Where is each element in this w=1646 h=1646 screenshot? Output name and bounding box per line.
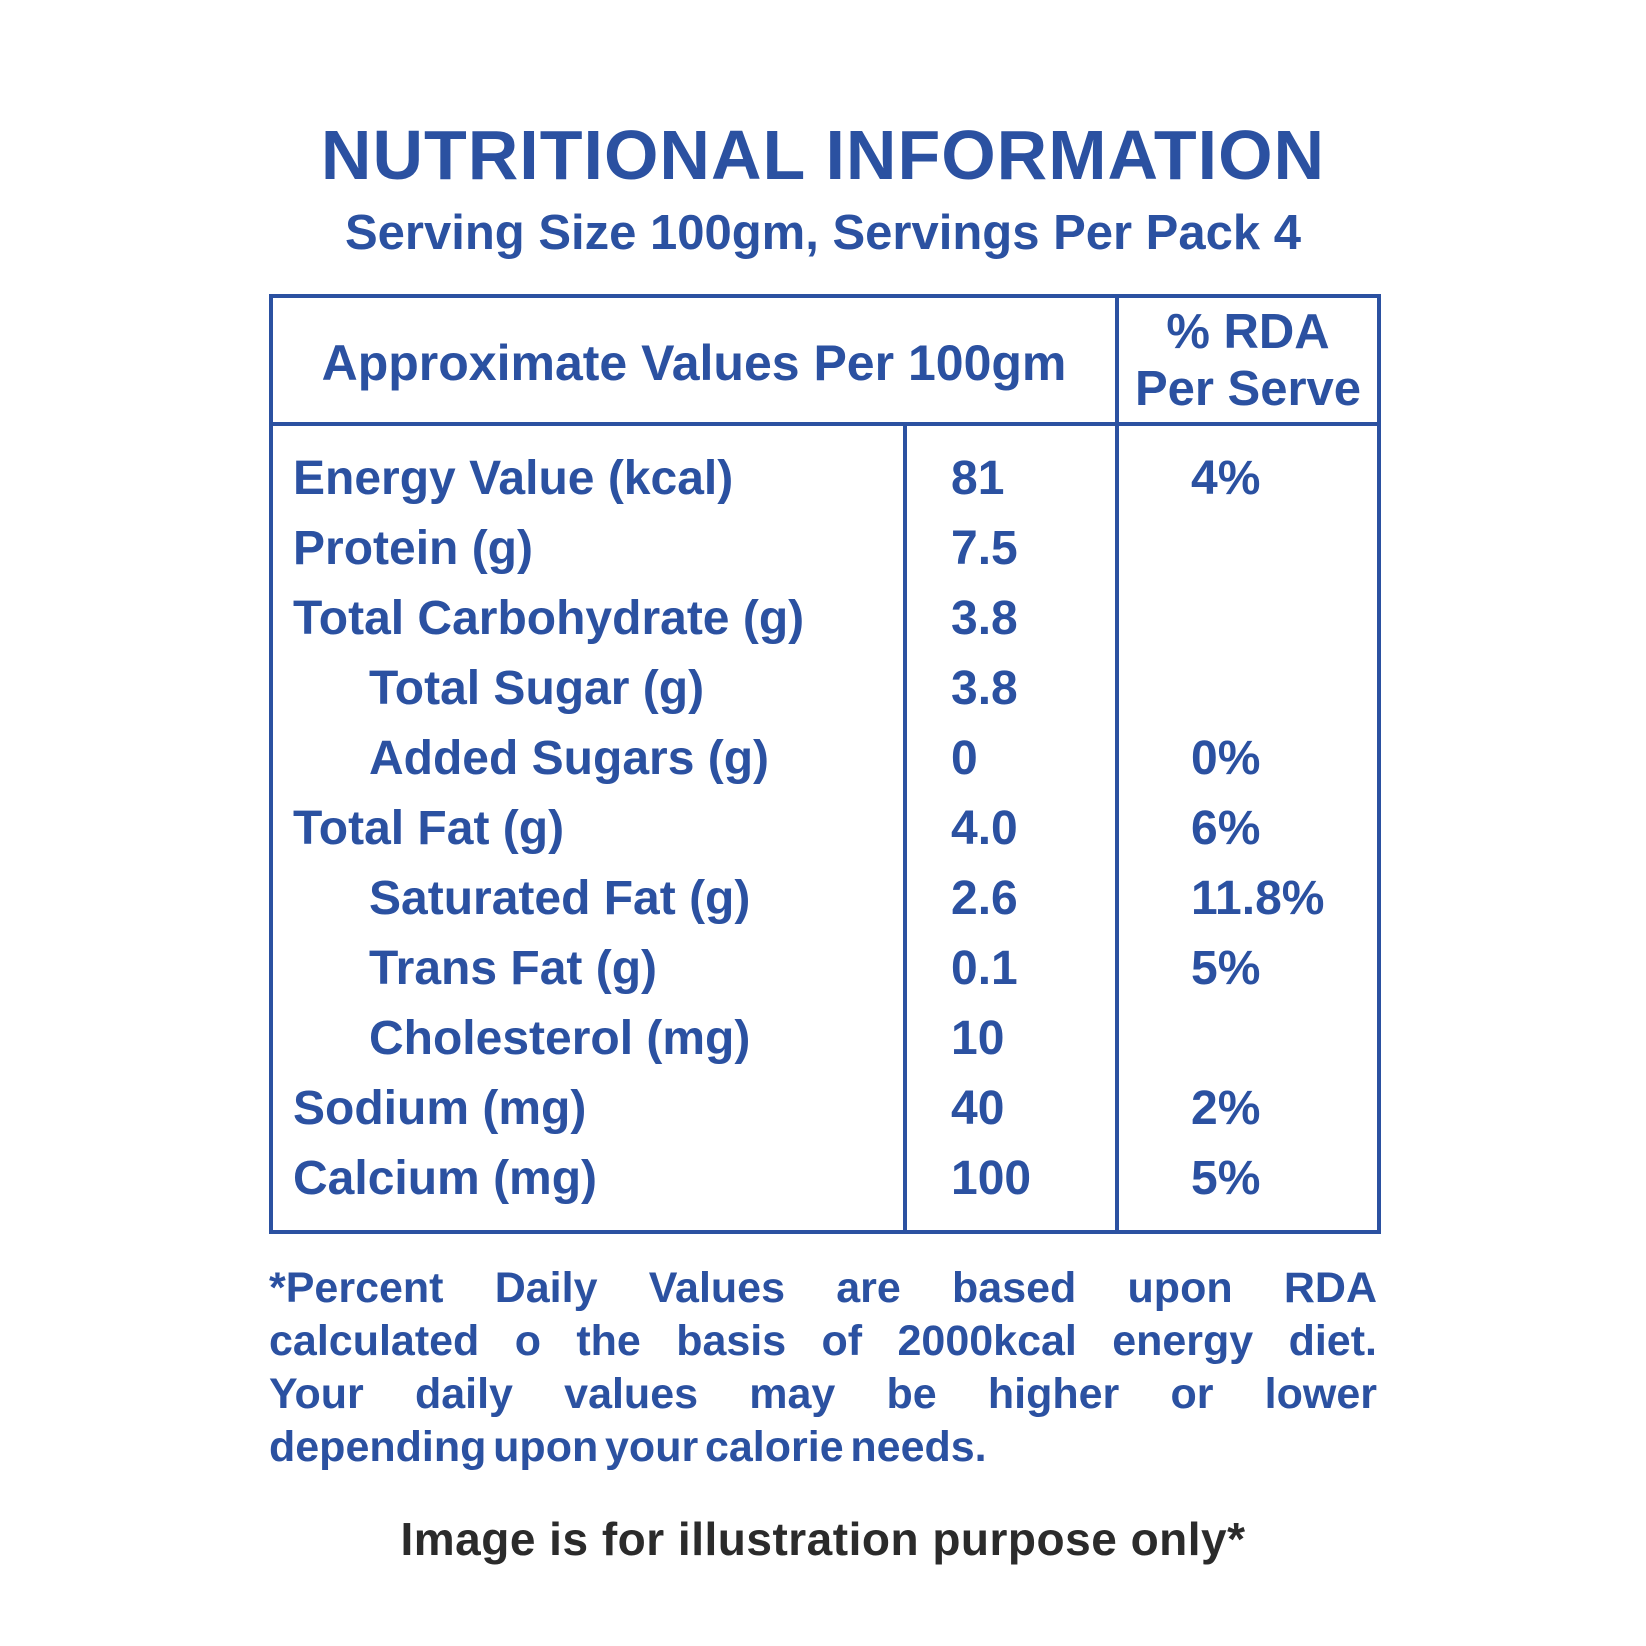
nutrient-value: 2.6 (903, 864, 1117, 934)
nutrient-value: 0 (903, 724, 1117, 794)
nutrient-value: 100 (903, 1144, 1117, 1232)
nutrient-label: Energy Value (kcal) (293, 452, 734, 505)
nutrient-label: Total Carbohydrate (g) (293, 592, 805, 645)
table-header-row: Approximate Values Per 100gm % RDA Per S… (271, 296, 1379, 426)
rda-header-line1: % RDA (1166, 305, 1330, 359)
nutrition-label: NUTRITIONAL INFORMATION Serving Size 100… (269, 0, 1381, 1566)
nutrient-label: Sodium (mg) (293, 1082, 587, 1135)
rda-footnote: *Percent Daily Values are based upon RDA… (269, 1262, 1377, 1474)
table-row: Total Fat (g) 4.0 6% (271, 794, 1379, 864)
nutrient-rda: 2% (1115, 1074, 1379, 1144)
table-row: Cholesterol (mg) 10 (271, 1004, 1379, 1074)
nutrient-rda (1115, 514, 1379, 584)
nutrient-label: Added Sugars (g) (369, 732, 770, 785)
nutrient-label: Protein (g) (293, 522, 533, 575)
col-header-rda-per-serve: % RDA Per Serve (1115, 296, 1379, 426)
page-title: NUTRITIONAL INFORMATION (320, 116, 1326, 194)
table-row: Protein (g) 7.5 (271, 514, 1379, 584)
table-row: Sodium (mg) 40 2% (271, 1074, 1379, 1144)
nutrient-label: Trans Fat (g) (369, 942, 658, 995)
nutrient-rda: 4% (1115, 424, 1379, 514)
nutrient-label: Saturated Fat (g) (369, 872, 751, 925)
nutrient-rda: 5% (1115, 1144, 1379, 1232)
serving-info: Serving Size 100gm, Servings Per Pack 4 (344, 206, 1301, 260)
nutrient-rda: 6% (1115, 794, 1379, 864)
nutrient-rda: 0% (1115, 724, 1379, 794)
nutrient-value: 3.8 (903, 654, 1117, 724)
table-row: Total Carbohydrate (g) 3.8 (271, 584, 1379, 654)
table-row: Saturated Fat (g) 2.6 11.8% (271, 864, 1379, 934)
nutrient-value: 4.0 (903, 794, 1117, 864)
nutrient-label: Total Fat (g) (293, 802, 565, 855)
nutrient-value: 0.1 (903, 934, 1117, 1004)
nutrient-rda (1115, 654, 1379, 724)
nutrient-value: 7.5 (903, 514, 1117, 584)
nutrient-label: Calcium (mg) (293, 1152, 598, 1205)
nutrient-rda (1115, 584, 1379, 654)
nutrient-value: 3.8 (903, 584, 1117, 654)
footnote-line: Your daily values may be higher or lower (269, 1370, 1377, 1418)
table-row: Calcium (mg) 100 5% (271, 1144, 1379, 1232)
nutrition-table: Approximate Values Per 100gm % RDA Per S… (269, 294, 1381, 1234)
illustration-disclaimer: Image is for illustration purpose only* (400, 1513, 1246, 1565)
nutrient-label: Cholesterol (mg) (369, 1012, 751, 1065)
footnote-line: depending upon your calorie needs. (269, 1423, 987, 1471)
nutrient-rda: 11.8% (1115, 864, 1379, 934)
nutrient-rda (1115, 1004, 1379, 1074)
footnote-line: *Percent Daily Values are based upon RDA (269, 1264, 1377, 1312)
nutrient-label: Total Sugar (g) (369, 662, 705, 715)
nutrient-rda: 5% (1115, 934, 1379, 1004)
col-header-approximate-values: Approximate Values Per 100gm (271, 296, 1117, 426)
table-row: Total Sugar (g) 3.8 (271, 654, 1379, 724)
rda-header-line2: Per Serve (1134, 362, 1362, 416)
table-row: Energy Value (kcal) 81 4% (271, 424, 1379, 514)
nutrient-value: 81 (903, 424, 1117, 514)
nutrient-value: 10 (903, 1004, 1117, 1074)
table-row: Trans Fat (g) 0.1 5% (271, 934, 1379, 1004)
nutrient-value: 40 (903, 1074, 1117, 1144)
table-row: Added Sugars (g) 0 0% (271, 724, 1379, 794)
footnote-line: calculated o the basis of 2000kcal energ… (269, 1317, 1377, 1365)
